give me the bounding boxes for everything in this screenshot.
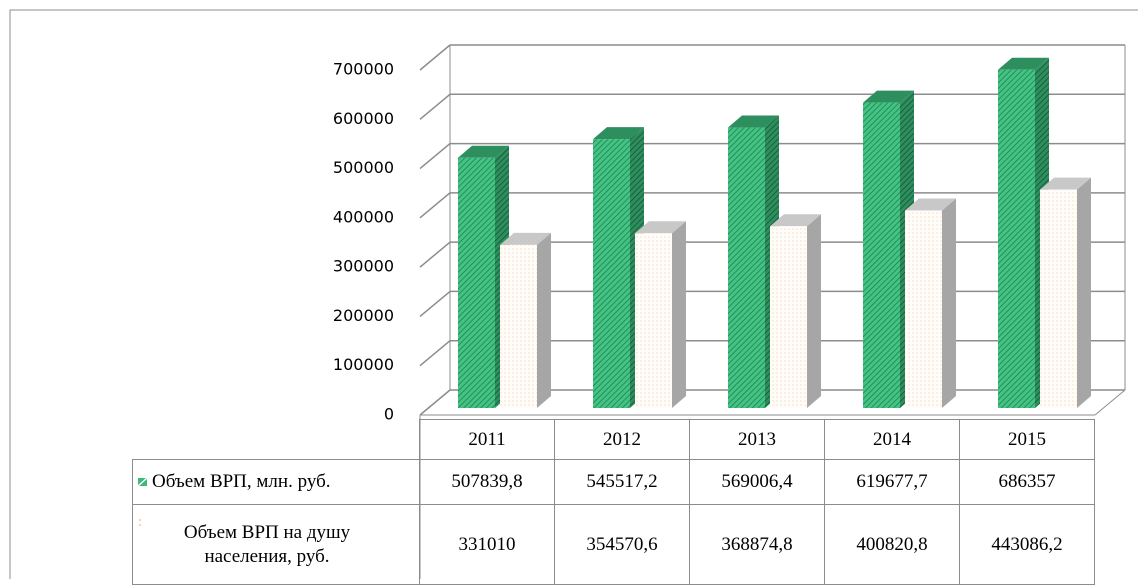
grid-line [419, 340, 451, 367]
bar [728, 127, 765, 409]
y-tick-label: 300000 [333, 257, 394, 276]
x-tick-label: 2015 [959, 419, 1095, 460]
x-tick-label: 2013 [689, 419, 825, 460]
y-tick-label: 400000 [333, 207, 394, 226]
cell-text: 2015 [1008, 428, 1046, 450]
bar-top [770, 214, 821, 227]
legend-text: Объем ВРП, млн. руб. [152, 471, 331, 492]
data-label: 354570,6 [554, 504, 690, 585]
cell-text: 443086,2 [991, 533, 1063, 555]
cell-text: 368874,8 [721, 533, 793, 555]
cell-text: 619677,7 [856, 471, 928, 492]
data-label: 545517,2 [554, 459, 690, 505]
data-label: 368874,8 [689, 504, 825, 585]
bar-top [500, 232, 551, 245]
x-tick-label: 2012 [554, 419, 690, 460]
cell-text: 2012 [603, 428, 641, 450]
data-label: 331010 [419, 504, 555, 585]
x-tick-label: 2011 [419, 419, 555, 460]
bar-top [593, 127, 644, 140]
legend-text: Объем ВРП на душу населения, руб. [183, 521, 351, 567]
data-label: 507839,8 [419, 459, 555, 505]
cell-text: 2011 [468, 428, 506, 450]
bar-top [863, 90, 914, 103]
grid-line [419, 142, 451, 170]
bar-top [635, 221, 686, 234]
legend-entry: Объем ВРП на душу населения, руб. [132, 504, 420, 585]
bar [770, 226, 807, 408]
data-label: 619677,7 [824, 459, 960, 505]
bar-side [942, 198, 956, 408]
legend-entry: Объем ВРП, млн. руб. [132, 459, 420, 505]
cell-text: 569006,4 [721, 471, 793, 492]
bar [1040, 189, 1077, 408]
y-tick-label: 200000 [333, 306, 394, 325]
cell-text: 354570,6 [586, 533, 658, 555]
grid-line [419, 290, 451, 318]
legend-key [139, 519, 141, 526]
bar [635, 233, 672, 408]
data-label: 569006,4 [689, 459, 825, 505]
y-tick-label: 700000 [333, 60, 394, 79]
cell-text: 507839,8 [451, 471, 523, 492]
y-tick-label: 500000 [333, 158, 394, 177]
grid-line [419, 93, 451, 120]
y-tick-label: 600000 [333, 109, 394, 128]
bar-side [537, 232, 551, 408]
grid-line [419, 241, 451, 268]
bar-top [728, 115, 779, 128]
cell-text: 686357 [998, 471, 1056, 492]
data-label: 686357 [959, 459, 1095, 505]
grid-line [419, 389, 451, 416]
floor-edge [1094, 389, 1126, 416]
cell-text: 331010 [458, 533, 516, 555]
bar [998, 69, 1035, 408]
bar-top [1040, 177, 1091, 190]
bar [500, 244, 537, 408]
cell-text: 2013 [738, 428, 776, 450]
legend-key [137, 477, 148, 487]
cell-text: 2014 [873, 428, 911, 450]
frame [9, 9, 1138, 579]
bar-top [905, 198, 956, 211]
bar-side [807, 214, 821, 408]
cell-text: 545517,2 [586, 471, 658, 492]
data-label: 400820,8 [824, 504, 960, 585]
bar-side [1077, 177, 1091, 408]
bar [905, 210, 942, 408]
y-tick-label: 100000 [333, 355, 394, 374]
grid-line [419, 44, 451, 71]
data-label: 443086,2 [959, 504, 1095, 585]
bar-top [458, 145, 509, 158]
y-tick-label: 0 [384, 405, 394, 424]
grid-line [419, 192, 451, 219]
bar-top [998, 57, 1049, 70]
bar [593, 139, 630, 409]
bar-side [672, 221, 686, 408]
bar [458, 157, 495, 408]
x-tick-label: 2014 [824, 419, 960, 460]
cell-text: 400820,8 [856, 533, 928, 555]
bar [863, 102, 900, 409]
